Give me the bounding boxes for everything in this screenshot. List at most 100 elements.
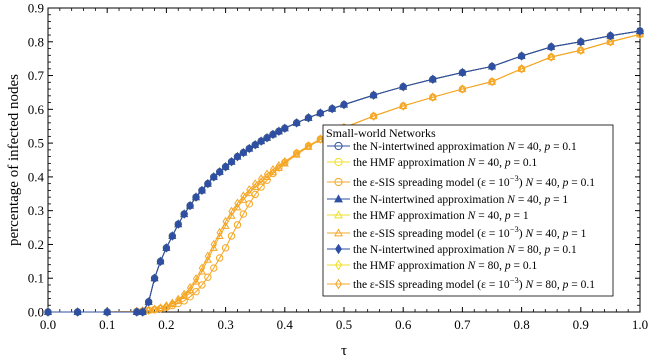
- y-axis-label: percentage of infected nodes: [6, 74, 22, 246]
- data-point: [210, 264, 218, 272]
- x-tick-label: 0.0: [40, 317, 56, 332]
- data-point: [577, 45, 584, 55]
- data-point: [151, 273, 158, 283]
- data-point: [192, 274, 200, 284]
- data-point: [239, 195, 248, 203]
- legend-item: the N-intertwined approximation N = 40, …: [327, 194, 568, 206]
- x-tick-label: 1.0: [632, 317, 648, 332]
- y-tick-label: 0.0: [28, 305, 44, 320]
- data-point: [227, 211, 236, 219]
- legend-title: Small-world Networks: [326, 126, 436, 140]
- legend-item: the ε-SIS spreading model (ε = 10−3) N =…: [327, 224, 587, 240]
- data-point: [204, 251, 212, 262]
- data-point: [221, 244, 230, 252]
- legend-item: the HMF approximation N = 80, p = 0.1: [327, 259, 537, 272]
- data-point: [210, 239, 217, 250]
- data-point: [216, 167, 223, 177]
- series-layer: [43, 26, 645, 317]
- legend-label: the N-intertwined approximation N = 40, …: [353, 194, 568, 206]
- data-point: [257, 174, 265, 184]
- data-point: [305, 113, 312, 123]
- data-point: [240, 147, 247, 158]
- data-point: [257, 177, 266, 185]
- legend-label: the ε-SIS spreading model (ε = 10−3) N =…: [353, 224, 587, 240]
- data-point: [204, 178, 212, 189]
- data-point: [175, 294, 182, 305]
- data-point: [198, 263, 206, 273]
- legend-label: the HMF approximation N = 40, p = 0.1: [353, 157, 537, 169]
- data-point: [459, 67, 466, 78]
- data-point: [281, 123, 288, 133]
- data-point: [429, 74, 436, 85]
- legend: Small-world Networks the N-intertwined a…: [322, 124, 614, 297]
- legend-marker: [334, 141, 343, 151]
- y-tick-label: 0.4: [28, 169, 45, 184]
- data-point: [151, 304, 158, 315]
- legend-label: the ε-SIS spreading model (ε = 10−3) N =…: [353, 173, 595, 189]
- legend-item: the HMF approximation N = 40, p = 0.1: [327, 157, 537, 169]
- data-point: [246, 184, 253, 195]
- data-point: [157, 303, 164, 313]
- x-tick-label: 0.7: [454, 317, 471, 332]
- legend-label: the HMF approximation N = 40, p = 1: [353, 210, 529, 222]
- data-point: [429, 92, 436, 102]
- legend-item: the N-intertwined approximation N = 40, …: [327, 141, 577, 153]
- data-point: [263, 132, 271, 143]
- data-point: [222, 216, 229, 227]
- y-tick-label: 0.8: [28, 34, 44, 49]
- data-point: [317, 134, 324, 144]
- legend-marker: [334, 228, 343, 237]
- data-point: [180, 289, 188, 300]
- data-point: [139, 307, 146, 317]
- data-point: [192, 192, 200, 202]
- legend-marker: [334, 210, 343, 219]
- legend-marker: [334, 157, 343, 167]
- data-point: [370, 111, 377, 121]
- data-point: [215, 254, 224, 262]
- legend-label: the N-intertwined approximation N = 80, …: [353, 244, 577, 256]
- y-tick-label: 0.9: [28, 1, 44, 16]
- data-point: [240, 191, 247, 201]
- legend-marker: [335, 259, 342, 271]
- plot-area: 0.0 0.1 0.2 0.3 0.4 0.5 0.6 0.7 0.8 0.9 1.0 0.0 0.1…: [28, 1, 648, 333]
- data-point: [227, 232, 236, 240]
- data-point: [133, 307, 140, 317]
- data-point: [234, 151, 241, 162]
- y-tick-label: 0.2: [28, 237, 44, 252]
- data-point: [281, 156, 288, 167]
- data-point: [262, 172, 272, 180]
- data-point: [145, 297, 152, 307]
- data-point: [317, 108, 324, 118]
- data-point: [607, 37, 614, 47]
- data-point: [104, 307, 111, 317]
- data-point: [74, 307, 81, 317]
- data-point: [275, 126, 283, 137]
- legend-label: the HMF approximation N = 80, p = 0.1: [353, 260, 537, 272]
- data-point: [548, 52, 555, 62]
- legend-marker: [334, 177, 343, 187]
- data-point: [169, 231, 176, 241]
- data-point: [251, 182, 260, 191]
- data-point: [186, 200, 194, 211]
- legend-item: the ε-SIS spreading model (ε = 10−3) N =…: [327, 275, 595, 291]
- legend-label: the ε-SIS spreading model (ε = 10−3) N =…: [353, 275, 595, 291]
- data-point: [169, 298, 176, 308]
- data-point: [186, 282, 194, 293]
- data-point: [370, 90, 377, 100]
- legend-marker: [335, 278, 342, 290]
- data-point: [607, 30, 614, 41]
- data-point: [245, 200, 253, 208]
- x-tick-label: 0.4: [277, 317, 294, 332]
- legend-items: the N-intertwined approximation N = 40, …: [327, 141, 595, 291]
- data-point: [246, 143, 253, 154]
- data-point: [157, 256, 164, 267]
- data-point: [340, 99, 348, 110]
- y-axis: 0.0 0.1 0.2 0.3 0.4 0.5 0.6 0.7 0.8 0.9: [28, 1, 640, 320]
- data-point: [293, 148, 300, 158]
- data-point: [488, 61, 496, 72]
- legend-marker: [335, 243, 342, 255]
- y-tick-label: 0.6: [28, 102, 45, 117]
- y-tick-label: 0.1: [28, 271, 44, 286]
- x-tick-label: 0.8: [513, 317, 529, 332]
- data-point: [198, 281, 206, 289]
